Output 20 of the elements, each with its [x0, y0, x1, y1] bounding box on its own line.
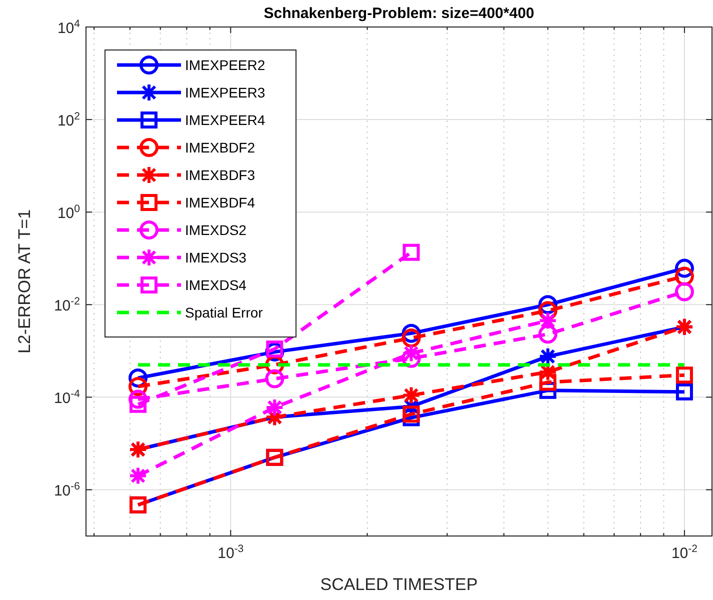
x-axis-title: SCALED TIMESTEP — [320, 575, 478, 594]
chart-title: Schnakenberg-Problem: size=400*400 — [264, 5, 534, 22]
y-tick-label: 10$^{2}$ — [57, 110, 80, 130]
legend-label: Spatial Error — [185, 304, 264, 320]
y-tick-label: 10$^{-4}$ — [54, 388, 80, 408]
legend-label: IMEXDS4 — [185, 277, 247, 293]
legend-label: IMEXDS3 — [185, 250, 247, 266]
legend-label: IMEXDS2 — [185, 222, 247, 238]
legend-label: IMEXBDF2 — [185, 140, 256, 156]
y-axis-title: L2-ERROR AT T=1 — [15, 209, 34, 354]
y-tick-label: 10$^{-6}$ — [54, 480, 80, 500]
x-tick-label: 10$^{-3}$ — [218, 543, 244, 562]
legend-label: IMEXPEER3 — [185, 84, 266, 100]
legend-label: IMEXPEER2 — [185, 57, 266, 73]
y-tick-label: 10$^{4}$ — [57, 18, 80, 37]
legend-label: IMEXPEER4 — [185, 112, 266, 128]
y-tick-label: 10$^{0}$ — [57, 203, 80, 222]
legend-label: IMEXBDF4 — [185, 194, 256, 210]
y-tick-label: 10$^{-2}$ — [54, 296, 80, 315]
legend-label: IMEXBDF3 — [185, 167, 256, 183]
